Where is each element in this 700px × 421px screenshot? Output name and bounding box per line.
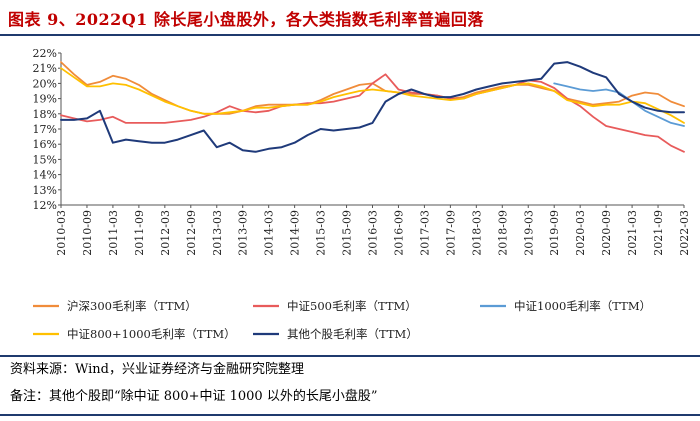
x-tick-label: 2016-03 <box>367 210 380 256</box>
line-chart: 12% 13% 14% 15% 16% 17% 18% 19% 20% 21% 22% 2010-03… <box>33 47 691 341</box>
x-tick-label: 2021-03 <box>626 210 639 256</box>
x-tick-label: 2012-09 <box>185 210 198 256</box>
x-tick-label: 2013-09 <box>237 210 250 256</box>
y-tick-label: 18% <box>33 108 57 121</box>
y-tick-label: 21% <box>33 62 57 75</box>
x-tick-label: 2018-03 <box>470 210 483 256</box>
x-tick-label: 2010-09 <box>81 210 94 256</box>
series-line <box>60 73 685 153</box>
x-tick-label: 2018-09 <box>496 210 509 256</box>
x-tick-label: 2017-09 <box>444 210 457 256</box>
y-tick-label: 12% <box>33 199 57 212</box>
x-tick-label: 2021-09 <box>652 210 665 256</box>
x-tick-label: 2014-09 <box>289 210 302 256</box>
y-tick-label: 13% <box>33 184 57 197</box>
chart-series <box>60 61 685 153</box>
x-tick-label: 2014-03 <box>263 210 276 256</box>
x-tick-label: 2022-03 <box>678 210 691 256</box>
remark-note: 备注：其他个股即“除中证 800+中证 1000 以外的长尾小盘股” <box>10 389 378 404</box>
source-note: 资料来源：Wind，兴业证券经济与金融研究院整理 <box>0 355 700 383</box>
y-tick-label: 19% <box>33 93 57 106</box>
page-title: 图表 9、2022Q1 除长尾小盘股外，各大类指数毛利率普遍回落 <box>8 10 484 29</box>
x-tick-label: 2020-09 <box>600 210 613 256</box>
chart-legend: 沪深300毛利率（TTM） 中证500毛利率（TTM） 中证1000毛利率（TTM）… <box>33 299 651 341</box>
series-line <box>60 67 685 124</box>
legend-label: 中证1000毛利率（TTM） <box>514 299 651 313</box>
legend-label: 沪深300毛利率（TTM） <box>67 299 197 313</box>
chart-axes: 12% 13% 14% 15% 16% 17% 18% 19% 20% 21% 22% 2010-03… <box>33 47 691 256</box>
x-tick-label: 2019-03 <box>522 210 535 256</box>
x-tick-label: 2017-03 <box>418 210 431 256</box>
x-tick-label: 2011-09 <box>133 210 146 256</box>
bottom-divider <box>0 414 700 416</box>
y-tick-label: 16% <box>33 138 57 151</box>
x-tick-label: 2010-03 <box>55 210 68 256</box>
y-tick-label: 14% <box>33 169 57 182</box>
x-tick-label: 2020-03 <box>574 210 587 256</box>
title-bar: 图表 9、2022Q1 除长尾小盘股外，各大类指数毛利率普遍回落 <box>0 0 700 36</box>
y-tick-label: 20% <box>33 77 57 90</box>
x-tick-label: 2015-09 <box>341 210 354 256</box>
series-line <box>60 61 685 153</box>
x-tick-label: 2011-03 <box>107 210 120 256</box>
y-tick-label: 15% <box>33 153 57 166</box>
legend-label: 中证500毛利率（TTM） <box>287 299 417 313</box>
x-tick-label: 2019-09 <box>548 210 561 256</box>
x-tick-label: 2015-03 <box>315 210 328 256</box>
x-tick-label: 2012-03 <box>159 210 172 256</box>
x-tick-label: 2016-09 <box>392 210 405 256</box>
y-tick-label: 22% <box>33 47 57 60</box>
legend-label: 其他个股毛利率（TTM） <box>287 327 418 341</box>
y-tick-label: 17% <box>33 123 57 136</box>
x-tick-label: 2013-03 <box>211 210 224 256</box>
legend-label: 中证800+1000毛利率（TTM） <box>67 327 236 341</box>
